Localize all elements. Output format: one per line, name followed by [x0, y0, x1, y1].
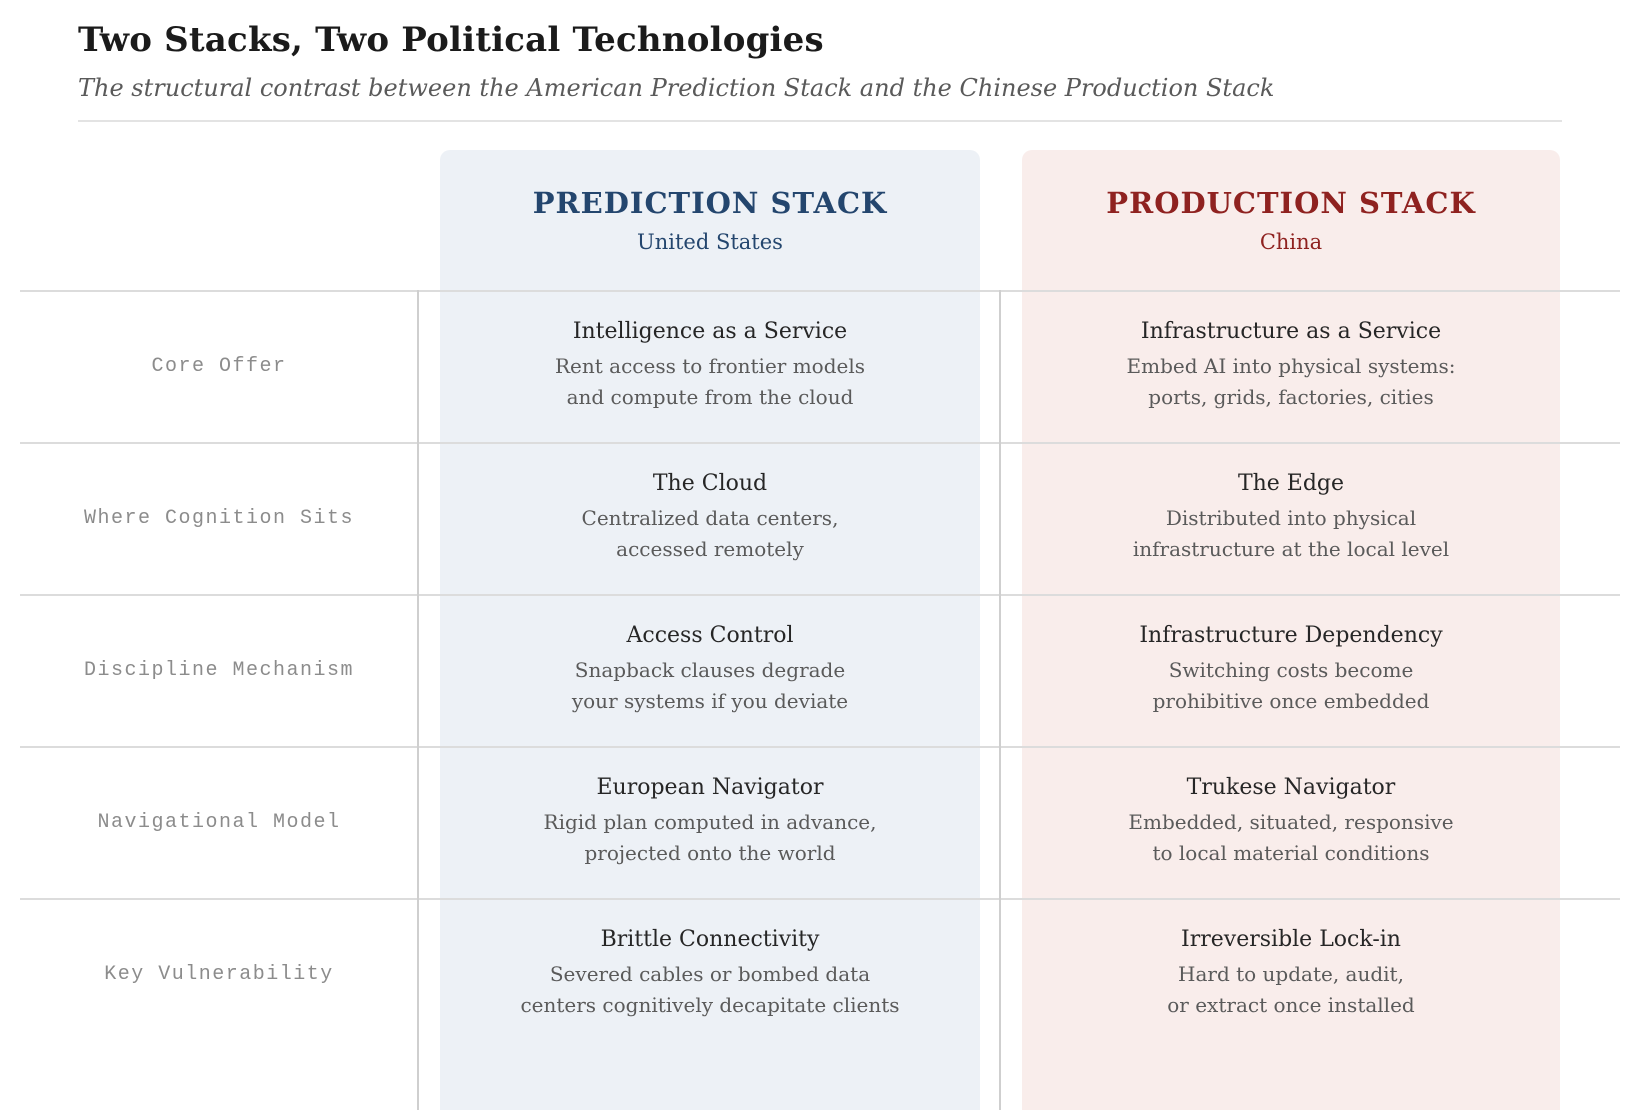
- cell-title: Brittle Connectivity: [600, 927, 820, 952]
- prediction-column-region: United States: [637, 230, 783, 254]
- prediction-column-title: PREDICTION STACK: [532, 186, 888, 220]
- production-column-region: China: [1259, 230, 1323, 254]
- cell-body-line: centers cognitively decapitate clients: [520, 993, 900, 1017]
- cell-body-line: infrastructure at the local level: [1132, 537, 1450, 561]
- cell-body-line: Hard to update, audit,: [1178, 962, 1404, 986]
- production-column-header: PRODUCTION STACK China: [1022, 150, 1560, 290]
- production-cell-where-cognition-sits: The Edge Distributed into physical infra…: [1022, 442, 1560, 594]
- cell-body-line: to local material conditions: [1152, 841, 1430, 865]
- cell-title: Infrastructure Dependency: [1139, 623, 1443, 648]
- row-divider: [20, 898, 1620, 900]
- cell-body-line: Embedded, situated, responsive: [1128, 810, 1454, 834]
- cell-body-line: prohibitive once embedded: [1152, 689, 1430, 713]
- cell-title: Trukese Navigator: [1186, 775, 1396, 800]
- cell-body-line: Switching costs become: [1168, 658, 1414, 682]
- column-divider: [999, 290, 1001, 1110]
- cell-title: European Navigator: [596, 775, 824, 800]
- row-label-key-vulnerability: Key Vulnerability: [104, 962, 334, 986]
- production-cell-navigational-model: Trukese Navigator Embedded, situated, re…: [1022, 746, 1560, 898]
- prediction-cell-where-cognition-sits: The Cloud Centralized data centers, acce…: [440, 442, 980, 594]
- cell-body-line: or extract once installed: [1167, 993, 1415, 1017]
- cell-body-line: Centralized data centers,: [581, 506, 839, 530]
- cell-title: The Edge: [1237, 471, 1345, 496]
- cell-body-line: your systems if you deviate: [571, 689, 849, 713]
- production-cell-core-offer: Infrastructure as a Service Embed AI int…: [1022, 290, 1560, 442]
- row-label-discipline-mechanism: Discipline Mechanism: [83, 658, 355, 682]
- cell-body-line: Embed AI into physical systems:: [1126, 354, 1456, 378]
- prediction-cell-key-vulnerability: Brittle Connectivity Severed cables or b…: [440, 898, 980, 1050]
- page-subtitle: The structural contrast between the Amer…: [78, 74, 1275, 102]
- cell-body-line: Snapback clauses degrade: [574, 658, 846, 682]
- row-label-navigational-model: Navigational Model: [97, 810, 341, 834]
- cell-body-line: Rent access to frontier models: [554, 354, 866, 378]
- production-column-panel: [1022, 150, 1560, 1110]
- cell-title: Access Control: [626, 623, 794, 648]
- cell-title: The Cloud: [652, 471, 768, 496]
- cell-title: Intelligence as a Service: [572, 319, 848, 344]
- header-divider: [78, 120, 1562, 122]
- cell-body-line: projected onto the world: [584, 841, 836, 865]
- row-divider: [20, 594, 1620, 596]
- cell-body-line: Rigid plan computed in advance,: [543, 810, 877, 834]
- cell-body-line: and compute from the cloud: [566, 385, 854, 409]
- row-divider: [20, 746, 1620, 748]
- row-label-where-cognition-sits: Where Cognition Sits: [83, 506, 355, 530]
- row-divider: [20, 442, 1620, 444]
- prediction-cell-discipline-mechanism: Access Control Snapback clauses degrade …: [440, 594, 980, 746]
- cell-title: Infrastructure as a Service: [1140, 319, 1442, 344]
- row-divider: [20, 290, 1620, 292]
- cell-body-line: Distributed into physical: [1165, 506, 1417, 530]
- production-column-title: PRODUCTION STACK: [1106, 186, 1476, 220]
- prediction-cell-navigational-model: European Navigator Rigid plan computed i…: [440, 746, 980, 898]
- prediction-cell-core-offer: Intelligence as a Service Rent access to…: [440, 290, 980, 442]
- production-cell-discipline-mechanism: Infrastructure Dependency Switching cost…: [1022, 594, 1560, 746]
- production-cell-key-vulnerability: Irreversible Lock-in Hard to update, aud…: [1022, 898, 1560, 1050]
- prediction-column-header: PREDICTION STACK United States: [440, 150, 980, 290]
- row-label-core-offer: Core Offer: [151, 354, 287, 378]
- prediction-column-panel: [440, 150, 980, 1110]
- column-divider: [417, 290, 419, 1110]
- page-title: Two Stacks, Two Political Technologies: [78, 20, 824, 60]
- cell-body-line: accessed remotely: [616, 537, 804, 561]
- cell-body-line: Severed cables or bombed data: [549, 962, 871, 986]
- cell-title: Irreversible Lock-in: [1181, 927, 1401, 952]
- cell-body-line: ports, grids, factories, cities: [1148, 385, 1434, 409]
